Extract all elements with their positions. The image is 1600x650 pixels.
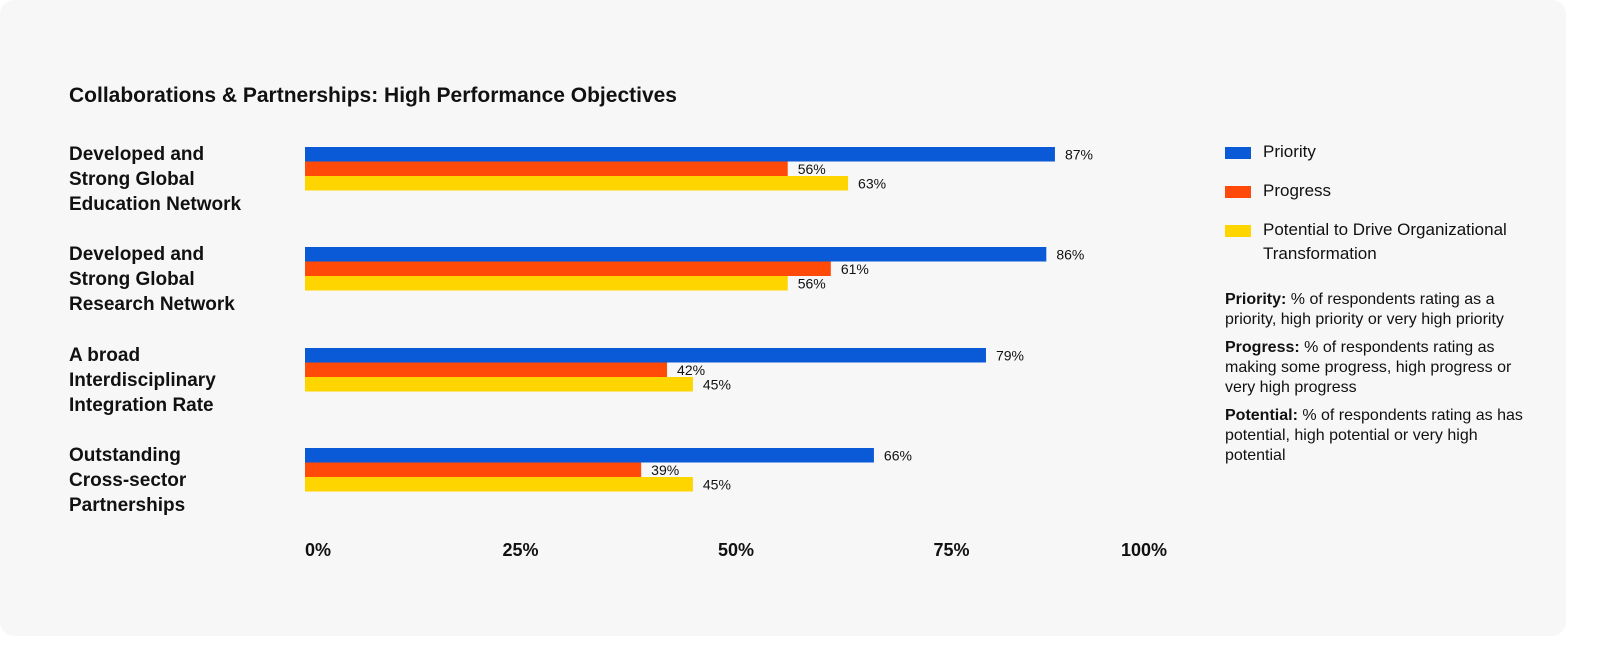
bar-label-potential-0: 63% <box>858 175 886 191</box>
chart-title: Collaborations & Partnerships: High Perf… <box>69 84 677 107</box>
bar-label-priority-1: 86% <box>1056 246 1084 262</box>
legend-swatch-priority <box>1225 147 1251 159</box>
legend-item-progress: Progress <box>1225 179 1555 203</box>
bar-progress-2 <box>305 362 668 377</box>
note-text-progress: % of respondents rating as making some p… <box>1225 339 1512 396</box>
legend-item-priority: Priority <box>1225 140 1555 164</box>
bar-label-progress-2: 42% <box>677 362 705 378</box>
bar-priority-3 <box>305 448 874 463</box>
bar-label-potential-3: 45% <box>703 476 731 492</box>
bar-progress-0 <box>305 161 788 176</box>
legend-label-priority: Priority <box>1263 142 1316 161</box>
note-potential: Potential: % of respondents rating as ha… <box>1225 406 1535 466</box>
bar-label-potential-2: 45% <box>703 376 731 392</box>
x-tick-label-4: 100% <box>1121 540 1167 560</box>
note-progress: Progress: % of respondents rating as mak… <box>1225 338 1535 398</box>
category-label-research-network: Developed and Strong Global Research Net… <box>69 244 235 315</box>
note-term-progress: Progress: <box>1225 339 1300 356</box>
bar-label-potential-1: 56% <box>798 275 826 291</box>
category-label-cross-sector: Outstanding Cross-sector Partnerships <box>69 445 187 516</box>
bar-label-priority-0: 87% <box>1065 146 1093 162</box>
bar-priority-1 <box>305 247 1047 262</box>
legend-swatch-potential <box>1225 225 1251 237</box>
bar-progress-3 <box>305 462 642 477</box>
x-tick-label-3: 75% <box>933 540 969 560</box>
x-tick-label-0: 0% <box>305 540 331 560</box>
note-text-potential: % of respondents rating as has potential… <box>1225 407 1523 464</box>
legend-label-potential: Potential to Drive Organizational Transf… <box>1263 220 1507 263</box>
chart-card: Collaborations & Partnerships: High Perf… <box>69 84 1555 560</box>
bar-label-progress-0: 56% <box>798 161 826 177</box>
legend-label-progress: Progress <box>1263 181 1332 200</box>
x-tick-label-2: 50% <box>718 540 754 560</box>
legend-item-potential: Potential to Drive Organizational Transf… <box>1225 218 1555 266</box>
bar-potential-0 <box>305 176 849 191</box>
note-term-priority: Priority: <box>1225 291 1287 308</box>
note-priority: Priority: % of respondents rating as a p… <box>1225 290 1535 330</box>
category-label-education-network: Developed and Strong Global Education Ne… <box>69 144 242 215</box>
bar-label-progress-3: 39% <box>651 462 679 478</box>
bar-label-progress-1: 61% <box>841 261 869 277</box>
legend-swatch-progress <box>1225 186 1251 198</box>
bar-potential-2 <box>305 377 693 392</box>
bar-priority-0 <box>305 147 1055 162</box>
bar-chart: 87%56%63%86%61%56%79%42%45%66%39%45%0% 25… <box>305 146 1167 560</box>
bar-priority-2 <box>305 348 986 363</box>
bar-progress-1 <box>305 261 831 276</box>
bar-potential-1 <box>305 276 788 291</box>
note-text-priority: % of respondents rating as a priority, h… <box>1225 291 1504 328</box>
x-tick-label-1: 25% <box>502 540 538 560</box>
legend: Priority Progress Potential to Drive Org… <box>1225 140 1555 266</box>
definitions: Priority: % of respondents rating as a p… <box>1225 290 1535 474</box>
note-term-potential: Potential: <box>1225 407 1298 424</box>
bar-label-priority-3: 66% <box>884 447 912 463</box>
bar-potential-3 <box>305 477 693 492</box>
bar-label-priority-2: 79% <box>996 347 1024 363</box>
category-label-interdisciplinary: A broad Interdisciplinary Integration Ra… <box>69 345 216 416</box>
